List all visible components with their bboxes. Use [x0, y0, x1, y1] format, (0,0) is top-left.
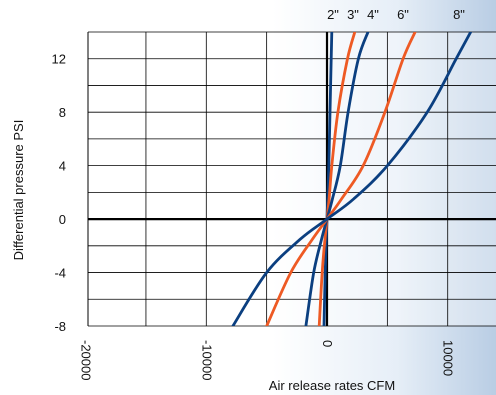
y-axis-label: Differential pressure PSI — [11, 120, 26, 261]
series-lines — [231, 32, 473, 326]
x-tick-labels: -20000 -10000 0 10000 — [79, 340, 456, 380]
grid — [87, 31, 496, 327]
series-label-3: 4" — [367, 7, 379, 22]
series-label-1: 2" — [327, 7, 339, 22]
series-line-2 — [317, 32, 357, 326]
y-tick-label: -8 — [54, 319, 66, 334]
series-labels: 2" 3" 4" 6" 8" — [327, 7, 465, 22]
series-label-2: 3" — [347, 7, 359, 22]
x-tick-label: 0 — [320, 340, 335, 347]
x-tick-label: -20000 — [79, 340, 94, 380]
x-tick-label: 10000 — [441, 340, 456, 376]
y-tick-label: 4 — [59, 159, 66, 174]
series-line-5 — [231, 32, 473, 326]
series-label-4: 6" — [397, 7, 409, 22]
series-line-3 — [304, 32, 370, 326]
series-line-4 — [265, 32, 417, 326]
x-tick-label: -10000 — [199, 340, 214, 380]
y-tick-label: 0 — [59, 212, 66, 227]
y-tick-label: 12 — [52, 52, 66, 67]
y-tick-label: -4 — [54, 266, 66, 281]
y-tick-labels: -8 -4 0 4 8 12 — [52, 52, 66, 334]
x-axis-label: Air release rates CFM — [269, 378, 395, 393]
series-label-5: 8" — [453, 7, 465, 22]
y-tick-label: 8 — [59, 105, 66, 120]
plot-area — [88, 32, 496, 326]
